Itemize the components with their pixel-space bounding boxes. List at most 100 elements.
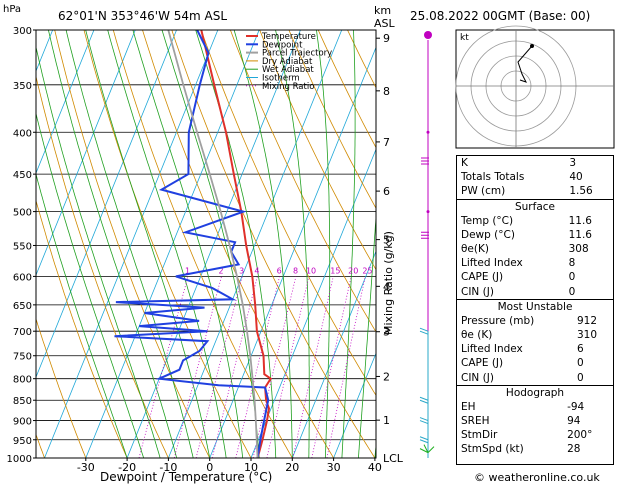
asl-unit-label: ASL xyxy=(374,17,395,30)
hodograph-trace xyxy=(517,45,533,83)
isotherm-line xyxy=(291,250,376,458)
km-unit-label: km xyxy=(374,4,392,17)
table-row: StmDir 200° xyxy=(461,429,593,442)
table-row: StmSpd (kt) 28 xyxy=(461,443,581,456)
pressure-tick-label: 950 xyxy=(13,436,32,447)
altitude-tick-label: 4 xyxy=(383,280,390,293)
wet-adiabat-line xyxy=(195,30,277,458)
dry-adiabat-line xyxy=(54,30,211,458)
table-row: EH -94 xyxy=(461,400,585,413)
mixing-ratio-label: 3 xyxy=(239,266,244,275)
temperature-tick-label: 0 xyxy=(206,461,213,474)
pressure-tick-label: 1000 xyxy=(7,454,32,465)
wet-adiabat-line xyxy=(36,111,144,458)
mixing-ratio-line xyxy=(211,276,258,458)
table-row: Temp (°C) 11.6 xyxy=(461,214,592,227)
dry-adiabat-line xyxy=(288,30,376,210)
chart-grid: 1 2 3 4 6 8 10 15 20 25 xyxy=(0,30,376,458)
altitude-tick-label: 1 xyxy=(383,414,390,427)
mixing-ratio-label: 8 xyxy=(293,266,298,275)
temperature-tick-label: -20 xyxy=(118,461,136,474)
location-title: 62°01'N 353°46'W 54m ASL xyxy=(58,9,228,23)
dewpoint-line xyxy=(114,30,270,458)
hpa-unit-label: hPa xyxy=(3,4,22,15)
altitude-tick-label: 2 xyxy=(383,370,390,383)
wet-adiabat-line xyxy=(358,210,376,458)
wet-adiabat-line xyxy=(36,45,161,458)
wind-barb xyxy=(419,417,429,425)
altitude-tick-label: 8 xyxy=(383,85,390,98)
x-axis-title: Dewpoint / Temperature (°C) xyxy=(100,470,273,484)
legend-label: Temperature xyxy=(261,32,316,42)
altitude-tick-label: 3 xyxy=(383,326,390,339)
temperature-tick-label: 10 xyxy=(244,461,258,474)
pressure-tick-label: 400 xyxy=(13,128,32,139)
dry-adiabat-line xyxy=(36,199,128,458)
mixing-ratio-line xyxy=(266,276,310,458)
wind-barb xyxy=(419,327,429,335)
dry-adiabat-line xyxy=(36,74,169,458)
mixing-ratio-line xyxy=(235,276,280,458)
pressure-tick-label: 350 xyxy=(13,81,32,92)
temperature-tick-label: -10 xyxy=(159,461,177,474)
table-row: CIN (J) 0 xyxy=(461,371,584,384)
mixing-ratio-label: 10 xyxy=(306,266,316,275)
surface-table: Temp (°C) 11.6 Dewp (°C) 11.6 θe(K) 308 Lif… xyxy=(457,214,613,299)
mixing-ratio-line xyxy=(195,276,243,458)
table-row: CAPE (J) 0 xyxy=(461,271,576,284)
wet-adiabat-line xyxy=(107,30,227,458)
pressure-tick-label: 450 xyxy=(13,170,32,181)
plot-frame xyxy=(35,29,377,459)
pressure-tick-label: 300 xyxy=(13,26,32,37)
surface-section-title: Surface xyxy=(457,198,613,214)
temperature-tick-label: 20 xyxy=(285,461,299,474)
dry-adiabat-line xyxy=(200,30,376,396)
dry-adiabat-line xyxy=(230,30,376,333)
altitude-tick-label: 9 xyxy=(383,32,390,45)
lcl-label: LCL xyxy=(383,452,403,465)
mixing-ratio-label: 20 xyxy=(348,266,358,275)
hodograph-frame xyxy=(455,29,615,149)
temperature-tick-label: 30 xyxy=(327,461,341,474)
table-row: CIN (J) 0 xyxy=(461,285,576,298)
hodograph-table: EH -94 SREH 94 StmDir 200° StmSpd (kt) 28 xyxy=(457,400,613,457)
pressure-tick-label: 550 xyxy=(13,241,32,252)
legend-label: Dry Adiabat xyxy=(262,57,313,67)
mixing-ratio-line xyxy=(173,276,222,458)
pressure-tick-label: 500 xyxy=(13,208,32,219)
isotherm-line xyxy=(0,30,11,458)
mixing-ratio-label: 15 xyxy=(330,266,340,275)
wind-barb-dot xyxy=(426,130,430,134)
wind-barb-flag xyxy=(421,157,429,165)
pressure-tick-label: 650 xyxy=(13,301,32,312)
table-row: SREH 94 xyxy=(461,414,581,427)
pressure-tick-label: 750 xyxy=(13,352,32,363)
table-row: Dewp (°C) 11.6 xyxy=(461,228,592,241)
dry-adiabat-line xyxy=(259,30,376,271)
wet-adiabat-line xyxy=(132,30,244,458)
wet-adiabat-line xyxy=(341,30,356,458)
mixing-ratio-label: 2 xyxy=(218,266,223,275)
temperature-line xyxy=(200,30,273,458)
dry-adiabat-line xyxy=(83,30,252,458)
pressure-tick-label: 900 xyxy=(13,417,32,428)
mixing-ratio-label: 6 xyxy=(277,266,282,275)
footer-credit: © weatheronline.co.uk xyxy=(474,471,600,484)
legend-label: Wet Adiabat xyxy=(262,65,314,75)
table-row: θe(K) 308 xyxy=(461,243,589,256)
altitude-tick-label: 5 xyxy=(383,234,390,247)
wet-adiabat-line xyxy=(316,30,331,458)
wet-adiabat-line xyxy=(233,30,293,458)
table-row: θe (K) 310 xyxy=(461,328,598,341)
isotherm-line xyxy=(250,148,376,458)
table-row: PW (cm) 1.56 xyxy=(461,185,593,198)
wind-barb-surface xyxy=(419,444,435,454)
most-unstable-table: Pressure (mb) 912 θe (K) 310 Lifted Index 6… xyxy=(457,314,613,385)
dry-adiabat-line xyxy=(142,30,334,458)
wind-barb xyxy=(419,396,429,404)
table-row: Lifted Index 8 xyxy=(461,257,576,270)
pressure-tick-label: 600 xyxy=(13,272,32,283)
legend-label: Mixing Ratio xyxy=(262,82,314,92)
table-row: Totals Totals 40 xyxy=(461,171,583,184)
